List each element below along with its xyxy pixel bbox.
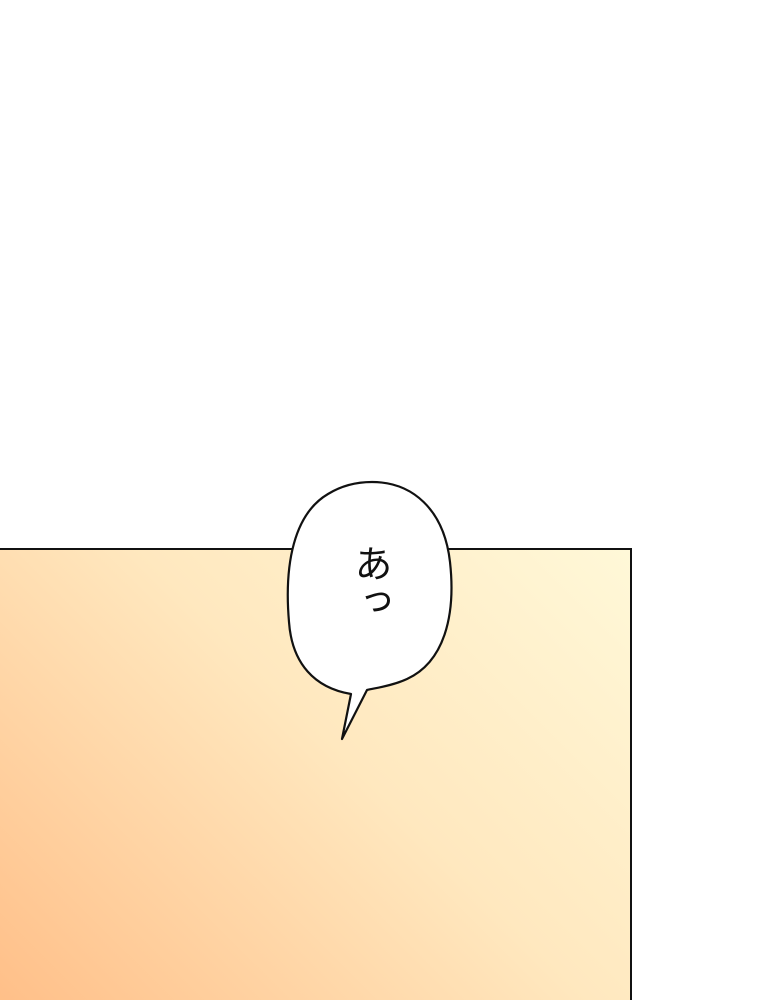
speech-bubble: あっ bbox=[280, 474, 460, 744]
speech-bubble-shape bbox=[286, 480, 453, 741]
speech-bubble-text: あっ bbox=[348, 544, 392, 620]
